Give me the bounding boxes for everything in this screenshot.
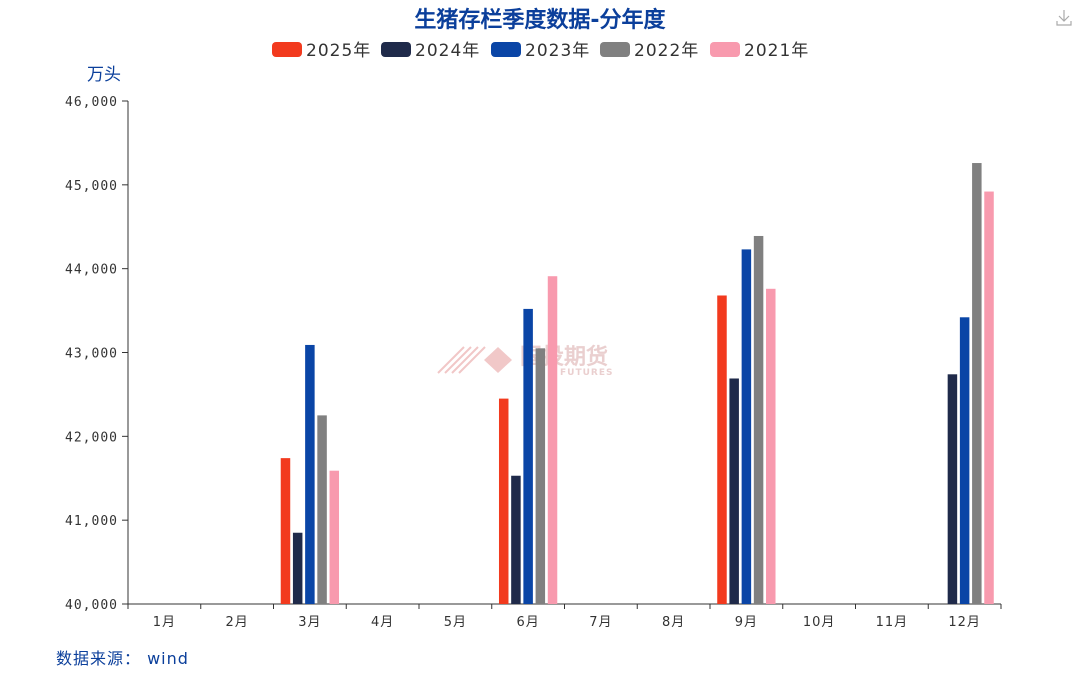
legend-swatch: [272, 42, 302, 57]
y-tick-label: 40,000: [65, 598, 118, 613]
legend-label: 2021年: [744, 41, 809, 61]
bar[interactable]: [741, 249, 752, 604]
x-tick-label: 8月: [662, 615, 685, 630]
legend-item[interactable]: 2022年: [600, 41, 699, 61]
x-tick-label: 2月: [225, 615, 248, 630]
bar[interactable]: [317, 415, 327, 605]
legend-label: 2024年: [415, 41, 480, 61]
y-tick-label: 46,000: [65, 95, 118, 110]
legend-item[interactable]: 2025年: [272, 41, 371, 61]
legend-item[interactable]: 2024年: [381, 41, 480, 61]
bar[interactable]: [766, 288, 776, 604]
data-source: 数据来源： wind: [56, 649, 189, 668]
bar[interactable]: [753, 235, 764, 604]
bar[interactable]: [547, 276, 558, 604]
x-tick-label: 3月: [298, 615, 321, 630]
y-tick-label: 44,000: [65, 263, 118, 278]
legend-label: 2023年: [525, 41, 590, 61]
bar[interactable]: [717, 295, 727, 604]
bar[interactable]: [305, 344, 315, 604]
x-tick-label: 7月: [589, 615, 612, 630]
download-icon[interactable]: [1056, 10, 1072, 26]
legend: 2025年 2024年 2023年 2022年 2021年: [272, 41, 809, 61]
x-tick-label: 4月: [371, 615, 394, 630]
watermark-stripes-icon: [437, 346, 512, 374]
y-tick-label: 43,000: [65, 347, 118, 362]
x-tick-label: 11月: [876, 615, 909, 630]
legend-label: 2025年: [306, 41, 371, 61]
x-tick-label: 10月: [803, 615, 836, 630]
legend-swatch: [600, 42, 630, 57]
bars: [280, 163, 994, 605]
chart-title: 生猪存栏季度数据-分年度: [414, 7, 666, 33]
y-axis-unit: 万头: [87, 65, 121, 85]
bar[interactable]: [523, 308, 533, 604]
x-tick-label: 12月: [948, 615, 981, 630]
watermark-subtext: FUTURES: [560, 368, 613, 378]
watermark-logo: 国投期货 FUTURES: [437, 344, 613, 378]
watermark-text: 国投期货: [520, 344, 608, 370]
legend-label: 2022年: [634, 41, 699, 61]
legend-swatch: [381, 42, 411, 57]
legend-swatch: [710, 42, 740, 57]
y-axis: 40,000 41,000 42,000 43,000 44,000 45,000 46,0…: [65, 95, 129, 613]
x-tick-label: 6月: [516, 615, 539, 630]
y-tick-label: 41,000: [65, 514, 118, 529]
x-tick-label: 1月: [153, 615, 176, 630]
bar[interactable]: [511, 475, 521, 604]
legend-item[interactable]: 2023年: [491, 41, 590, 61]
bar[interactable]: [947, 374, 958, 604]
bar[interactable]: [729, 378, 739, 604]
bar[interactable]: [329, 470, 340, 604]
bar[interactable]: [984, 191, 994, 605]
bar[interactable]: [535, 348, 546, 604]
y-tick-label: 45,000: [65, 179, 118, 194]
bar[interactable]: [972, 163, 982, 605]
legend-swatch: [491, 42, 521, 57]
x-tick-label: 5月: [444, 615, 467, 630]
x-axis: 1月 2月 3月 4月 5月 6月 7月 8月 9月 10月 11月 12月: [127, 603, 1002, 630]
y-tick-label: 42,000: [65, 430, 118, 445]
bar[interactable]: [292, 532, 303, 604]
bar[interactable]: [498, 398, 509, 604]
bar[interactable]: [959, 317, 970, 604]
bar[interactable]: [280, 458, 291, 604]
x-tick-label: 9月: [735, 615, 758, 630]
legend-item[interactable]: 2021年: [710, 41, 809, 61]
